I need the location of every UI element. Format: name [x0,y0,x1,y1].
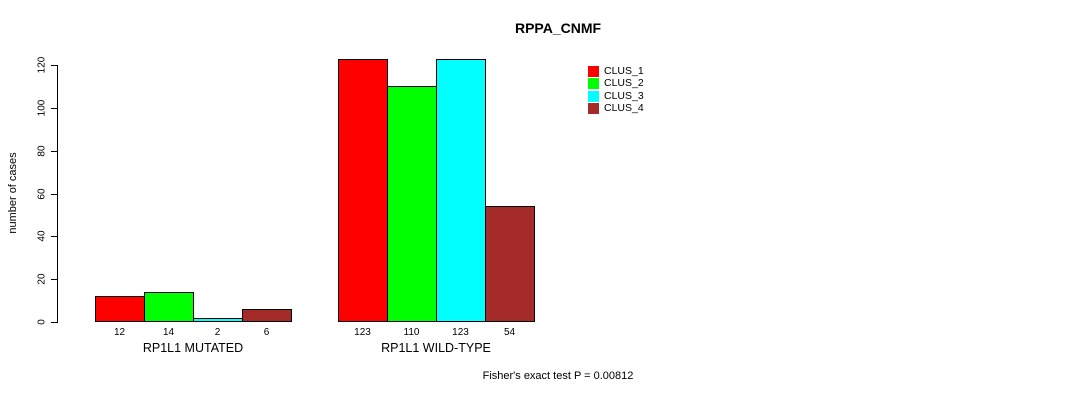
y-tick-label: 0 [36,319,48,325]
y-tick-label: 120 [36,56,48,74]
bar-clus_1 [95,296,145,322]
bar-clus_2 [144,292,194,322]
bar-value-label: 123 [452,327,469,338]
y-tick-mark [51,151,57,152]
bar-clus_1 [338,59,388,322]
y-tick-mark [51,322,57,323]
y-tick-label: 40 [36,230,48,242]
bar-value-label: 14 [162,327,175,338]
legend-swatch-clus_3 [588,91,599,102]
fisher-annotation: Fisher's exact test P = 0.00812 [482,370,634,382]
legend-item-clus_2: CLUS_2 [588,78,644,89]
legend-swatch-clus_4 [588,103,599,114]
y-tick-mark [51,194,57,195]
group-label: RP1L1 MUTATED [142,341,244,355]
bar-value-label: 110 [403,327,420,338]
legend-label: CLUS_4 [604,102,644,114]
y-tick-label: 20 [36,273,48,285]
legend-swatch-clus_1 [588,66,599,77]
y-tick-mark [51,236,57,237]
bar-clus_3 [436,59,486,322]
y-tick-mark [51,108,57,109]
bar-clus_4 [485,206,535,322]
legend-item-clus_4: CLUS_4 [588,103,644,114]
chart-title: RPPA_CNMF [514,20,602,36]
bar-value-label: 12 [113,327,126,338]
legend-item-clus_3: CLUS_3 [588,91,644,102]
bar-value-label: 54 [503,327,516,338]
y-axis-label: number of cases [7,152,19,234]
legend-label: CLUS_2 [604,77,644,89]
y-tick-mark [51,279,57,280]
bar-clus_4 [242,309,292,322]
legend-swatch-clus_2 [588,78,599,89]
legend-label: CLUS_3 [604,90,644,102]
bar-value-label: 2 [214,327,221,338]
bar-value-label: 6 [263,327,270,338]
y-tick-mark [51,65,57,66]
bar-clus_3 [193,318,243,322]
bar-clus_2 [387,86,437,322]
bar-value-label: 123 [354,327,371,338]
legend-item-clus_1: CLUS_1 [588,66,644,77]
legend-label: CLUS_1 [604,65,644,77]
y-tick-label: 80 [36,145,48,157]
group-label: RP1L1 WILD-TYPE [381,341,491,355]
y-tick-label: 100 [36,99,48,117]
y-tick-label: 60 [36,188,48,200]
y-axis-line [57,65,58,323]
